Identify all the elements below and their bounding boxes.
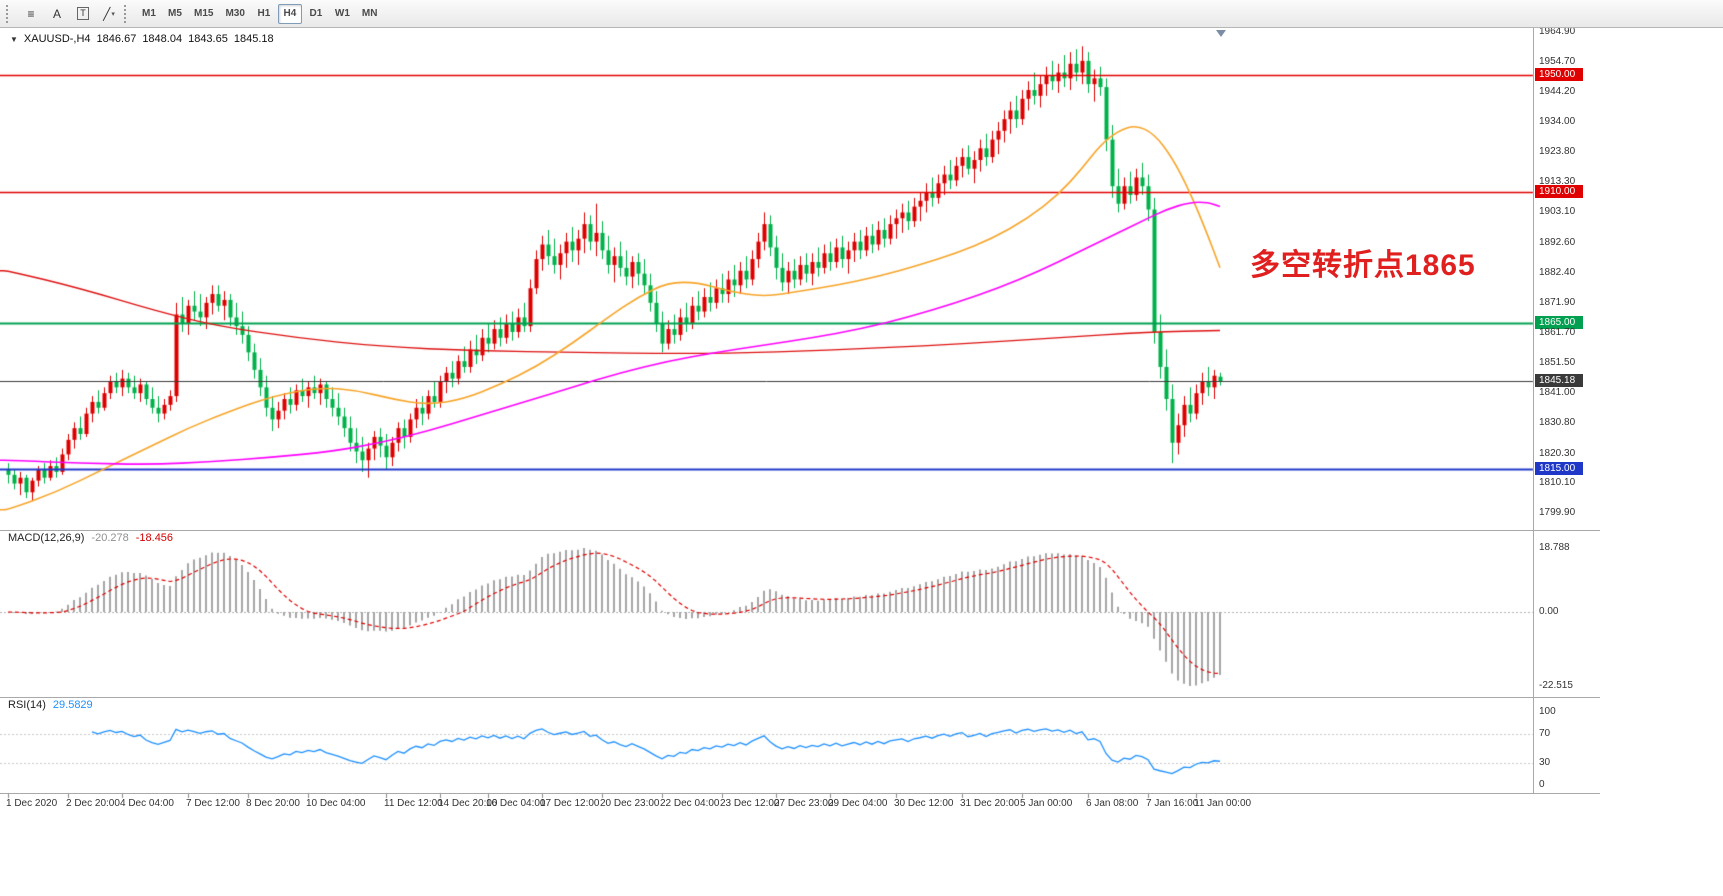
current-price-tag-1845.18: 1845.18 — [1535, 373, 1583, 387]
rsi-header: RSI(14) 29.5829 — [8, 699, 93, 711]
label-tool-glyph: T — [77, 7, 89, 20]
rsi-scale-label: 30 — [1539, 757, 1551, 769]
price-axis[interactable]: 1950.00 1910.00 1865.00 1815.00 1845.18 1964.… — [1533, 26, 1723, 793]
price-tick-label: 1934.00 — [1539, 116, 1576, 128]
main-toolbar: ≡ A T ╱ ▾ M1 M5 M15 M30 H1 H4 D1 W1 MN — [0, 0, 1723, 28]
ohlc-high: 1848.04 — [142, 33, 183, 45]
timeframe-button-m5[interactable]: M5 — [168, 8, 182, 19]
price-level-tag-1865.00: 1865.00 — [1535, 315, 1583, 329]
time-tick-label: 5 Jan 00:00 — [1020, 798, 1073, 809]
price-level-tag-1910.00: 1910.00 — [1535, 184, 1583, 198]
line-tool-glyph: ╱ — [103, 6, 111, 21]
time-tick-label: 4 Dec 04:00 — [120, 798, 174, 809]
label-tool-icon[interactable]: T — [71, 3, 95, 25]
macd-header: MACD(12,26,9) -20.278 -18.456 — [8, 532, 173, 544]
time-tick-label: 23 Dec 12:00 — [720, 798, 780, 809]
price-tick-label: 1913.30 — [1539, 176, 1576, 188]
timeframe-button-mn[interactable]: MN — [361, 8, 378, 19]
time-tick-label: 7 Jan 16:00 — [1146, 798, 1199, 809]
time-tick-label: 17 Dec 12:00 — [540, 798, 600, 809]
timeframe-button-w1[interactable]: W1 — [334, 8, 350, 19]
time-tick-label: 27 Dec 23:00 — [774, 798, 834, 809]
time-tick-label: 16 Dec 04:00 — [486, 798, 546, 809]
price-tick-label: 1799.90 — [1539, 507, 1576, 518]
time-tick-label: 11 Jan 00:00 — [1194, 798, 1252, 809]
timeframe-toolbar: M1 M5 M15 M30 H1 H4 D1 W1 MN — [136, 3, 383, 24]
price-tick-label: 1903.10 — [1539, 206, 1576, 218]
price-tick-label: 1923.80 — [1539, 145, 1576, 157]
time-tick-label: 8 Dec 20:00 — [246, 798, 300, 809]
time-tick-label: 7 Dec 12:00 — [186, 798, 240, 809]
chart-objects-icon[interactable]: ≡ — [19, 3, 43, 25]
rsi-scale-label: 70 — [1539, 727, 1551, 739]
rsi-scale-label: 0 — [1539, 779, 1545, 790]
timeframe-button-h1[interactable]: H1 — [257, 8, 271, 19]
price-tick-label: 1954.70 — [1539, 55, 1576, 67]
chart-symbol: XAUUSD-,H4 — [23, 33, 91, 45]
time-tick-label: 14 Dec 20:00 — [438, 798, 498, 809]
time-tick-label: 2 Dec 20:00 — [66, 798, 120, 809]
macd-scale-label: 0.00 — [1539, 606, 1559, 617]
price-tick-label: 1882.40 — [1539, 266, 1576, 278]
timeframe-button-m15[interactable]: M15 — [194, 8, 214, 19]
chart-shift-marker-icon — [1216, 30, 1226, 37]
price-tick-label: 1871.90 — [1539, 297, 1576, 309]
chart-annotation: 多空转折点1865 — [1250, 249, 1476, 282]
timeframe-button-m1[interactable]: M1 — [142, 8, 156, 19]
toolbar-grip[interactable] — [6, 4, 12, 23]
macd-scale-label: -22.515 — [1539, 680, 1573, 691]
macd-main-value: -20.278 — [91, 532, 129, 544]
time-tick-label: 11 Dec 12:00 — [384, 798, 443, 809]
price-axis-separator — [1533, 28, 1534, 793]
price-tick-label: 1851.50 — [1539, 356, 1576, 368]
price-tick-label: 1810.10 — [1539, 477, 1576, 489]
timeframe-button-h4[interactable]: H4 — [277, 3, 302, 24]
time-tick-label: 1 Dec 2020 — [6, 798, 58, 809]
price-tick-label: 1964.90 — [1539, 26, 1576, 37]
ohlc-open: 1846.67 — [96, 33, 137, 45]
rsi-params: RSI(14) — [8, 699, 46, 711]
price-tick-label: 1841.00 — [1539, 387, 1576, 399]
macd-params: MACD(12,26,9) — [8, 532, 85, 544]
time-tick-label: 6 Jan 08:00 — [1086, 798, 1139, 809]
symbol-marker-icon: ▼ — [10, 34, 18, 44]
macd-signal-value: -18.456 — [135, 532, 174, 544]
time-axis-separator — [0, 793, 1600, 794]
timeframe-button-m30[interactable]: M30 — [225, 8, 245, 19]
drawing-tools-icon[interactable]: ╱ ▾ — [97, 3, 121, 25]
time-axis[interactable]: 1 Dec 2020 2 Dec 20:00 4 Dec 04:00 7 Dec 12… — [0, 793, 1600, 814]
time-tick-label: 31 Dec 20:00 — [960, 798, 1020, 809]
time-tick-label: 30 Dec 12:00 — [894, 798, 954, 809]
time-tick-label: 20 Dec 23:00 — [600, 798, 660, 809]
timeframe-button-d1[interactable]: D1 — [309, 8, 323, 19]
time-tick-label: 29 Dec 04:00 — [828, 798, 888, 809]
price-tick-label: 1944.20 — [1539, 86, 1576, 98]
panel-separator-macd[interactable] — [0, 530, 1600, 531]
price-tick-label: 1861.70 — [1539, 326, 1576, 338]
price-level-tag-1950.00: 1950.00 — [1535, 67, 1583, 81]
chart-title: ▼ XAUUSD-,H4 1846.67 1848.04 1843.65 184… — [10, 33, 274, 45]
price-tick-label: 1820.30 — [1539, 447, 1576, 459]
toolbar-grip-2[interactable] — [124, 4, 130, 23]
text-tool-icon[interactable]: A — [45, 3, 69, 25]
time-tick-label: 22 Dec 04:00 — [660, 798, 720, 809]
rsi-value: 29.5829 — [52, 699, 93, 711]
price-tick-label: 1830.80 — [1539, 416, 1576, 428]
time-tick-label: 10 Dec 04:00 — [306, 798, 366, 809]
rsi-scale-label: 100 — [1539, 706, 1556, 717]
price-level-tag-1815.00: 1815.00 — [1535, 461, 1583, 475]
dropdown-caret-icon: ▾ — [111, 10, 115, 18]
macd-scale-label: 18.788 — [1539, 542, 1570, 553]
ohlc-low: 1843.65 — [188, 33, 228, 45]
panel-separator-rsi[interactable] — [0, 697, 1600, 698]
ohlc-close: 1845.18 — [233, 33, 274, 45]
price-tick-label: 1892.60 — [1539, 236, 1576, 248]
